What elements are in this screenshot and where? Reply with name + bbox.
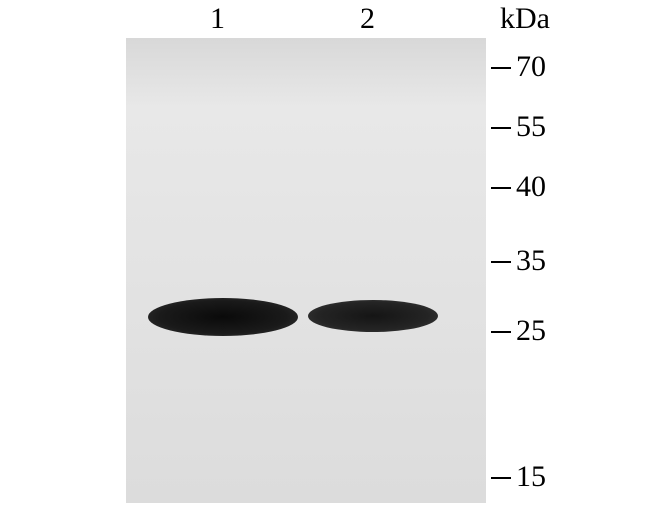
marker-tick — [491, 127, 511, 129]
marker-label: 40 — [516, 170, 546, 204]
unit-label: kDa — [500, 2, 550, 36]
marker-label: 70 — [516, 50, 546, 84]
marker-tick — [491, 477, 511, 479]
marker-tick — [491, 187, 511, 189]
marker-tick — [491, 261, 511, 263]
band-lane-2 — [308, 300, 438, 332]
marker-label: 55 — [516, 110, 546, 144]
blot-membrane — [126, 38, 486, 503]
lane-label-2: 2 — [360, 2, 375, 36]
marker-label: 15 — [516, 460, 546, 494]
marker-label: 25 — [516, 314, 546, 348]
marker-tick — [491, 67, 511, 69]
western-blot-figure: 1 2 kDa 70 55 40 35 25 15 — [0, 0, 650, 520]
band-lane-1 — [148, 298, 298, 336]
marker-label: 35 — [516, 244, 546, 278]
lane-label-1: 1 — [210, 2, 225, 36]
marker-tick — [491, 331, 511, 333]
